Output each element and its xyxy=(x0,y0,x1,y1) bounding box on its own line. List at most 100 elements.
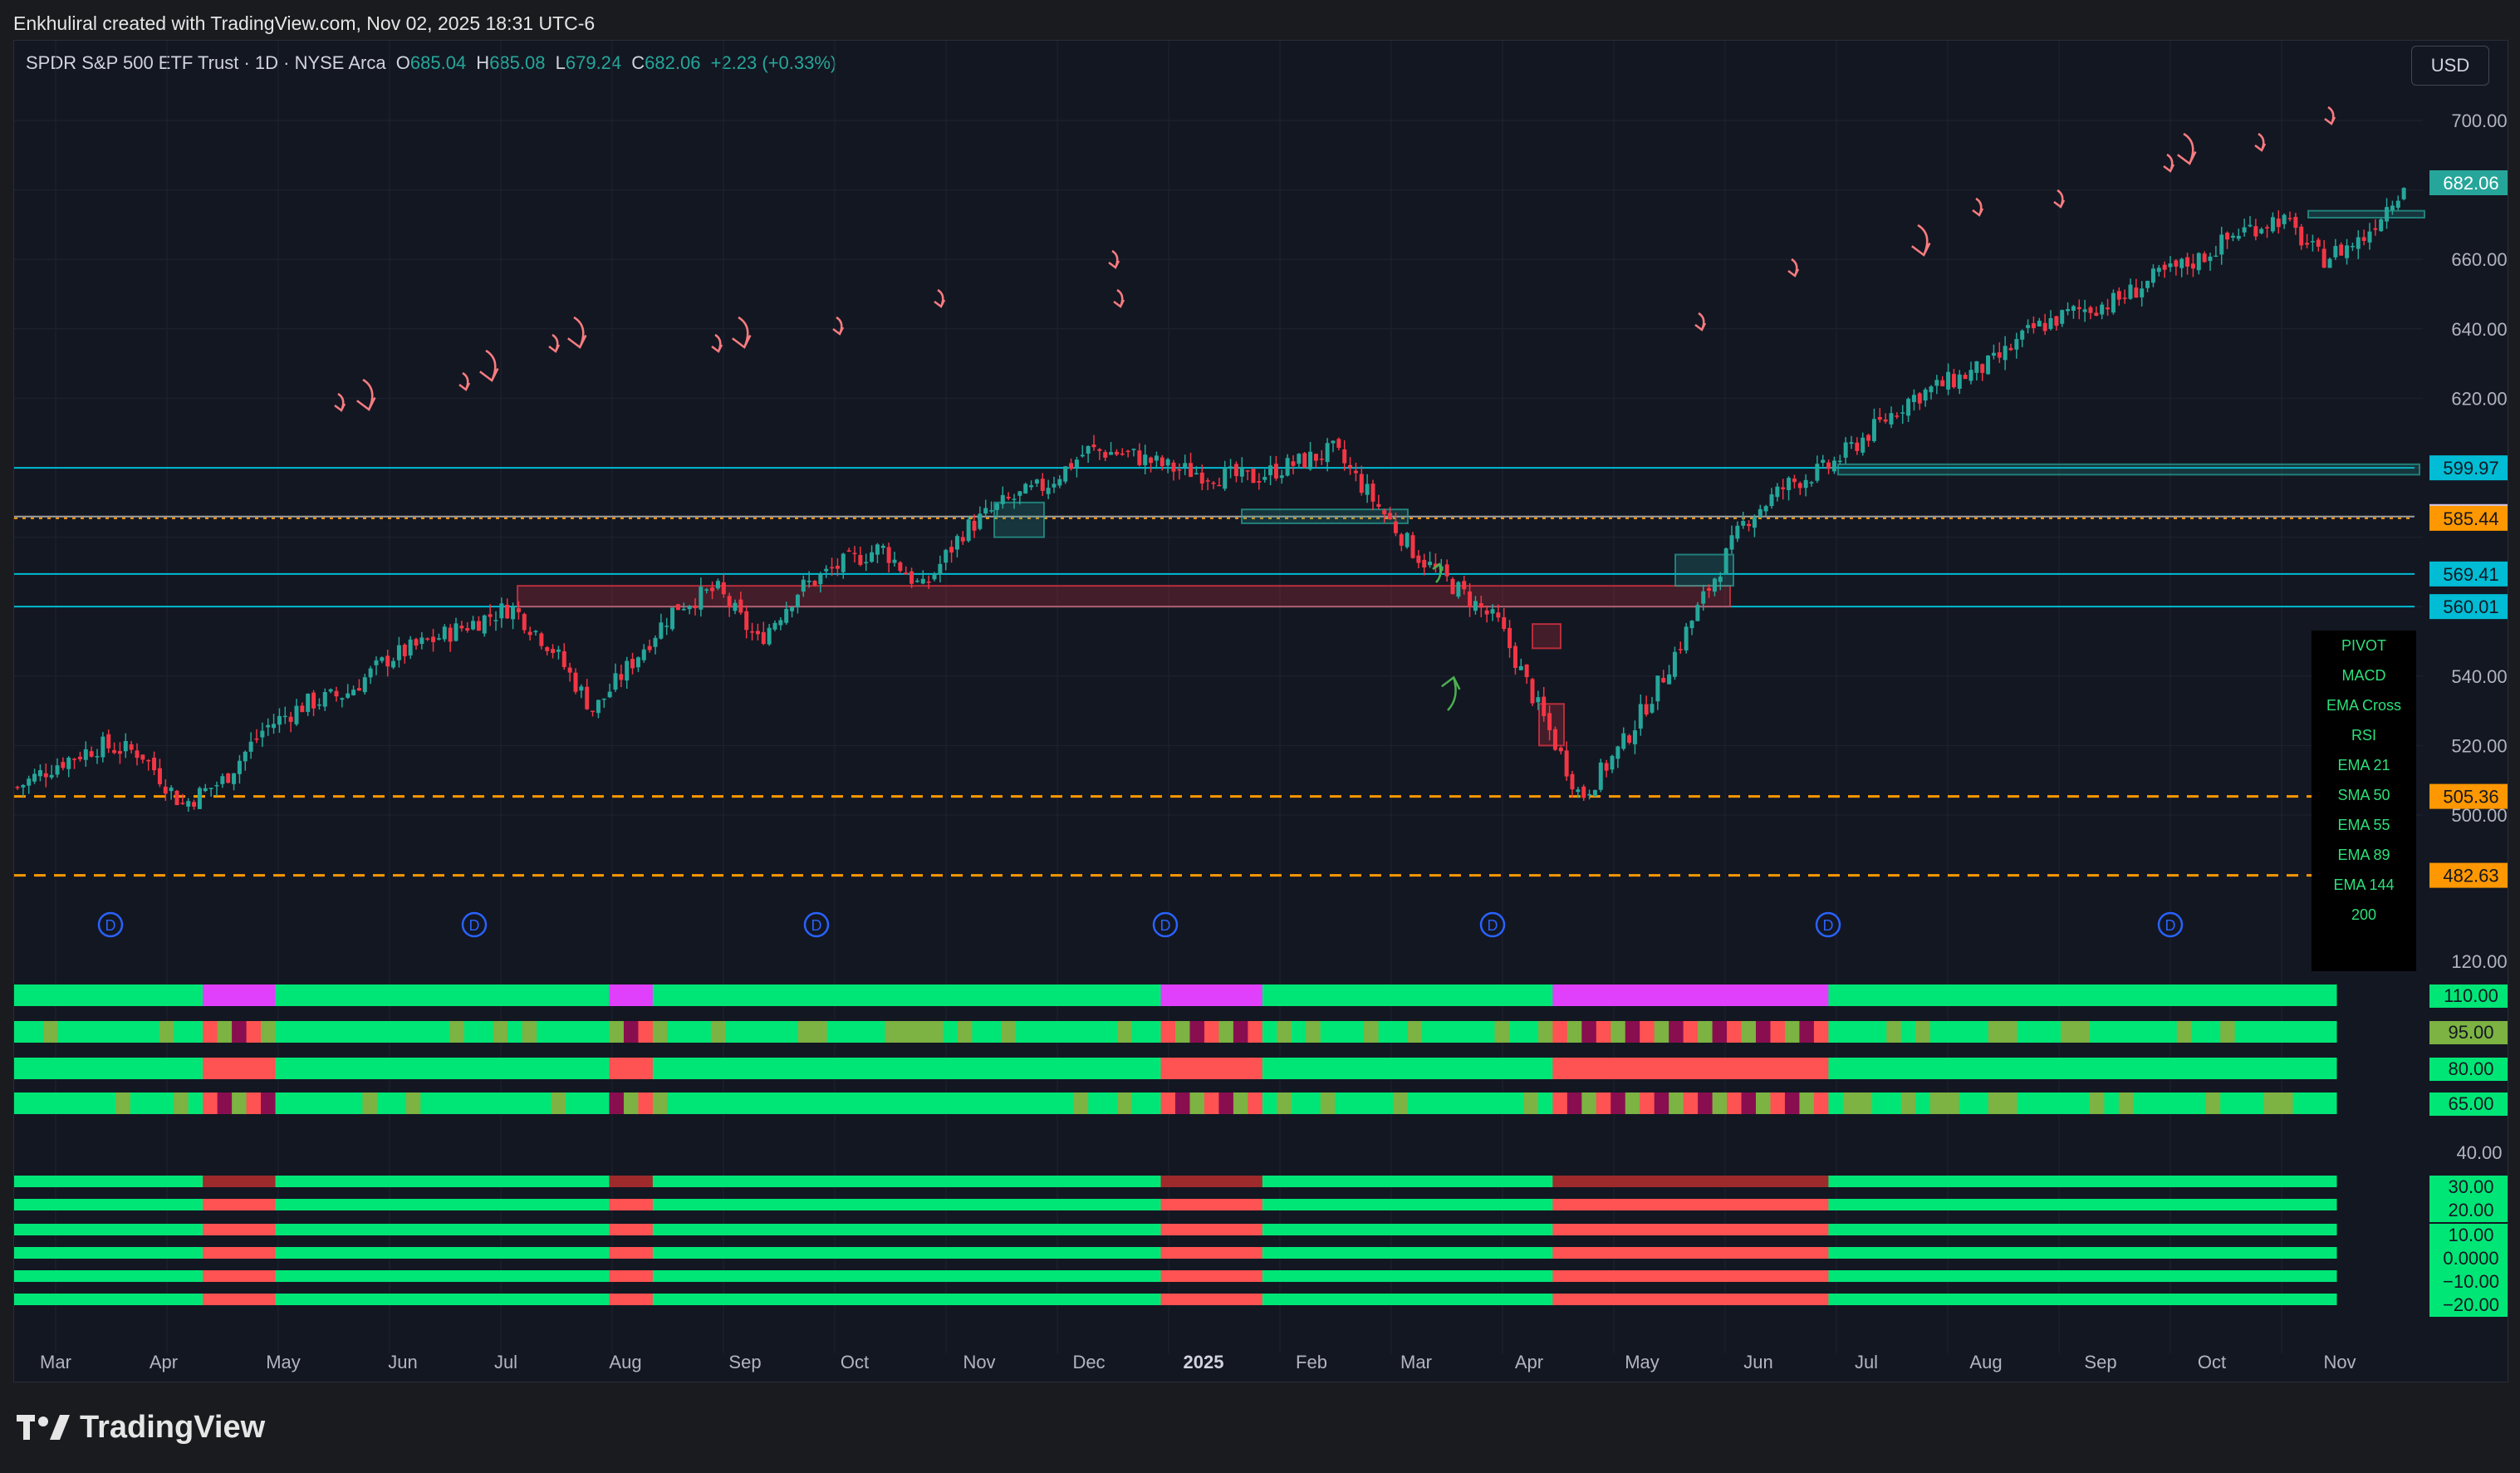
heatmap-cell xyxy=(826,1021,842,1043)
indicator-legend-item[interactable]: EMA Cross xyxy=(2326,697,2402,714)
indicator-legend-item[interactable]: EMA 55 xyxy=(2337,817,2390,833)
heatmap-cell xyxy=(1784,1199,1800,1210)
heatmap-cell xyxy=(609,1199,625,1210)
heatmap-cell xyxy=(478,1092,494,1114)
heatmap-cell xyxy=(203,1021,218,1043)
heatmap-cell xyxy=(537,1199,552,1210)
heatmap-cell xyxy=(1988,984,2003,1006)
heatmap-cell xyxy=(1813,1021,1829,1043)
heatmap-cell xyxy=(1320,984,1336,1006)
dividend-marker: D xyxy=(2157,911,2184,938)
heatmap-cell xyxy=(537,1021,552,1043)
indicator-legend-panel: PIVOT MACD EMA Cross RSI EMA 21 SMA 50 EMA 55 E… xyxy=(2312,631,2416,971)
heatmap-cell xyxy=(2278,1021,2294,1043)
heatmap-cell xyxy=(2089,1199,2105,1210)
time-tick-label: Apr xyxy=(1515,1352,1543,1372)
candle-body xyxy=(1490,609,1495,614)
heatmap-cell xyxy=(1799,1199,1815,1210)
dividend-circle-icon xyxy=(461,911,488,938)
candle-body xyxy=(1325,443,1330,463)
heatmap-cell xyxy=(1160,1176,1176,1187)
candle-body xyxy=(163,786,168,794)
heatmap-cell xyxy=(1059,1199,1075,1210)
heatmap-cell xyxy=(1813,1270,1829,1282)
candle-body xyxy=(1245,470,1250,472)
heatmap-cell xyxy=(2118,1247,2134,1259)
level-tag-bg xyxy=(2429,783,2508,809)
indicator-legend-item[interactable]: RSI xyxy=(2351,727,2376,744)
heatmap-cell xyxy=(1073,984,1089,1006)
heatmap-cell xyxy=(1640,1021,1655,1043)
heatmap-cell xyxy=(507,1294,523,1305)
heatmap-cell xyxy=(1393,1092,1409,1114)
candle-body xyxy=(402,644,407,656)
heatmap-cell xyxy=(1479,984,1495,1006)
heatmap-cell xyxy=(1929,1224,1945,1235)
candle-body xyxy=(72,759,77,760)
heatmap-cell xyxy=(304,1021,320,1043)
heatmap-cell xyxy=(638,984,654,1006)
heatmap-cell xyxy=(1189,984,1205,1006)
heatmap-cell xyxy=(1233,1294,1248,1305)
heatmap-cell xyxy=(145,1092,160,1114)
heatmap-cell xyxy=(1770,1270,1786,1282)
tradingview-logo[interactable]: TradingView xyxy=(17,1407,265,1447)
heatmap-cell xyxy=(1799,1224,1815,1235)
heatmap-cell xyxy=(1770,1058,1786,1079)
indicator-legend-item[interactable]: SMA 50 xyxy=(2337,787,2390,803)
candle-body xyxy=(1473,601,1478,611)
heatmap-cell xyxy=(57,1247,73,1259)
heatmap-cell xyxy=(1146,1021,1162,1043)
heatmap-cell xyxy=(1857,1058,1873,1079)
heatmap-cell xyxy=(2176,1058,2192,1079)
heatmap-cell xyxy=(217,1176,233,1187)
indicator-legend-item[interactable]: EMA 21 xyxy=(2337,757,2390,773)
heatmap-cell xyxy=(1508,1176,1524,1187)
chart-pane[interactable]: SPDR S&P 500 ETF Trust · 1D · NYSE Arca … xyxy=(13,40,2508,1382)
heatmap-cell xyxy=(1523,1092,1539,1114)
heatmap-cell xyxy=(2220,1058,2236,1079)
zone-box xyxy=(1532,623,1562,650)
indicator-legend-item[interactable]: EMA 89 xyxy=(2337,847,2390,863)
heatmap-cell xyxy=(856,1224,871,1235)
indicator-legend-item[interactable]: 200 xyxy=(2351,906,2377,923)
heatmap-cell xyxy=(1944,1092,1960,1114)
heatmap-cell xyxy=(1073,1224,1089,1235)
heatmap-cell xyxy=(130,1021,145,1043)
heatmap-cell xyxy=(1233,1199,1248,1210)
indicator-legend-item[interactable]: MACD xyxy=(2341,667,2386,684)
heatmap-cell xyxy=(275,984,291,1006)
osc-tag-label: −10.00 xyxy=(2443,1271,2499,1292)
heatmap-cell xyxy=(667,1058,683,1079)
symbol-name[interactable]: SPDR S&P 500 ETF Trust · 1D · NYSE Arca xyxy=(26,52,386,73)
heatmap-cell xyxy=(2118,1294,2134,1305)
heatmap-cell xyxy=(2278,1224,2294,1235)
heatmap-cell xyxy=(405,1294,421,1305)
heatmap-cell xyxy=(2307,1092,2323,1114)
heatmap-cell xyxy=(261,1270,277,1282)
candle-body xyxy=(2230,235,2235,238)
heatmap-cell xyxy=(1393,1176,1409,1187)
currency-button[interactable]: USD xyxy=(2411,46,2489,86)
indicator-legend-item[interactable]: EMA 144 xyxy=(2333,876,2395,893)
heatmap-cell xyxy=(1131,1247,1147,1259)
heatmap-cell xyxy=(812,1176,828,1187)
heatmap-cell xyxy=(638,1176,654,1187)
heatmap-cell xyxy=(1741,1021,1757,1043)
heatmap-cell xyxy=(725,1199,741,1210)
candle-body xyxy=(226,773,231,783)
indicator-legend-item[interactable]: PIVOT xyxy=(2341,637,2386,654)
heatmap-cell xyxy=(478,1270,494,1282)
heatmap-cell xyxy=(1915,1224,1931,1235)
heatmap-cell xyxy=(2003,1058,2018,1079)
candle-body xyxy=(2014,339,2019,350)
heatmap-cell xyxy=(1465,1092,1481,1114)
heatmap-cell xyxy=(1857,1176,1873,1187)
heatmap-cell xyxy=(1422,1058,1438,1079)
candle-body xyxy=(2162,264,2167,270)
heatmap-cell xyxy=(1479,1021,1495,1043)
heatmap-cell xyxy=(1146,1224,1162,1235)
heatmap-cell xyxy=(1233,984,1248,1006)
heatmap-cell xyxy=(1596,1247,1611,1259)
